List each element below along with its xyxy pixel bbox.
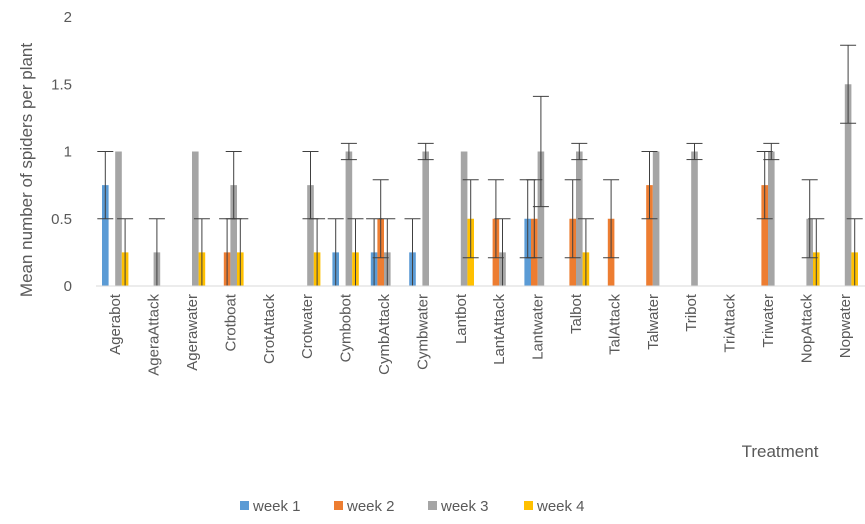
x-tick-label: TalAttack: [606, 294, 623, 355]
error-bar: [340, 142, 357, 161]
error-bar: [193, 218, 210, 286]
error-bar: [117, 218, 134, 286]
y-tick-labels: 0 0.5 1 1.5 2: [51, 9, 72, 295]
x-tick-label: Agerawater: [184, 294, 201, 371]
error-bar: [577, 218, 594, 286]
bar-week-3: [844, 84, 852, 286]
y-tick-label: 0.5: [51, 211, 72, 228]
bars-layer: [102, 84, 858, 286]
error-bar: [808, 218, 825, 286]
error-bar: [494, 218, 511, 286]
x-tick-label: CymbAttack: [376, 294, 393, 375]
legend-label: week 3: [440, 498, 489, 515]
x-tick-label: Talwater: [645, 294, 662, 350]
y-axis-title: Mean number of spiders per plant: [17, 43, 36, 297]
bar-week-3: [691, 151, 698, 286]
error-bar: [404, 218, 421, 286]
bar-week-3: [537, 151, 545, 286]
error-bar: [603, 179, 620, 259]
error-bar: [347, 218, 364, 286]
x-tick-label: Lantwater: [530, 294, 547, 360]
error-bar: [532, 95, 549, 208]
x-tick-label: NopAttack: [798, 294, 815, 364]
legend-item-week-4: week 4: [524, 498, 585, 515]
x-tick-label: Crotboat: [222, 293, 239, 351]
error-bar: [686, 142, 703, 161]
bar-week-2: [646, 185, 653, 286]
error-bar: [763, 142, 780, 161]
x-tick-label: Lantbot: [453, 293, 470, 344]
y-tick-label: 2: [64, 9, 72, 26]
error-bar: [756, 151, 773, 220]
x-tick-label: Cymbobot: [338, 293, 355, 362]
legend-item-week-3: week 3: [428, 498, 489, 515]
error-bar: [462, 179, 479, 259]
error-bar: [417, 142, 434, 161]
legend-label: week 2: [346, 498, 395, 515]
error-bar: [148, 218, 165, 286]
legend-item-week-2: week 2: [334, 498, 395, 515]
error-bar: [97, 151, 114, 220]
error-bar: [846, 218, 863, 286]
error-bar: [309, 218, 326, 286]
bar-week-2: [761, 185, 768, 286]
x-tick-label: Cymbwater: [414, 294, 431, 370]
legend-item-week-1: week 1: [240, 498, 301, 515]
error-bar: [225, 151, 242, 220]
y-tick-label: 1: [64, 144, 72, 161]
legend-swatch: [428, 501, 437, 510]
error-bar: [232, 218, 249, 286]
error-bar: [327, 218, 344, 286]
error-bar: [302, 151, 319, 220]
error-bar: [571, 142, 588, 161]
x-axis-title: Treatment: [742, 442, 819, 461]
x-tick-label: Nopwater: [837, 294, 854, 358]
x-tick-label: LantAttack: [491, 294, 508, 365]
legend-swatch: [334, 501, 343, 510]
bar-week-3: [230, 185, 237, 286]
legend-swatch: [524, 501, 533, 510]
y-tick-label: 0: [64, 278, 72, 295]
x-tick-label: Agerabot: [107, 293, 124, 355]
x-tick-label: Tribot: [683, 293, 700, 332]
x-tick-label: TriAttack: [722, 294, 739, 353]
bar-week-3: [460, 151, 468, 286]
x-tick-label: CrotAttack: [261, 294, 278, 365]
error-bar: [379, 218, 396, 286]
x-tick-label: Triwater: [760, 294, 777, 348]
error-bar: [840, 44, 857, 124]
bar-week-3: [307, 185, 314, 286]
x-tick-label: AgeraAttack: [146, 294, 163, 376]
legend-label: week 1: [252, 498, 301, 515]
x-tick-label: Talbot: [568, 293, 585, 334]
error-bar: [526, 179, 543, 259]
error-bar: [641, 151, 658, 220]
bar-week-3: [422, 151, 429, 286]
error-bar: [564, 179, 581, 259]
error-bars-layer: [97, 44, 863, 286]
legend-swatch: [240, 501, 249, 510]
x-tick-label: Crotwater: [299, 294, 316, 359]
legend: week 1 week 2 week 3 week 4: [240, 498, 585, 515]
bar-week-1: [102, 185, 109, 286]
legend-label: week 4: [536, 498, 585, 515]
x-tick-labels: Agerabot AgeraAttack Agerawater Crotboat Cro…: [107, 293, 854, 376]
y-tick-label: 1.5: [51, 76, 72, 93]
